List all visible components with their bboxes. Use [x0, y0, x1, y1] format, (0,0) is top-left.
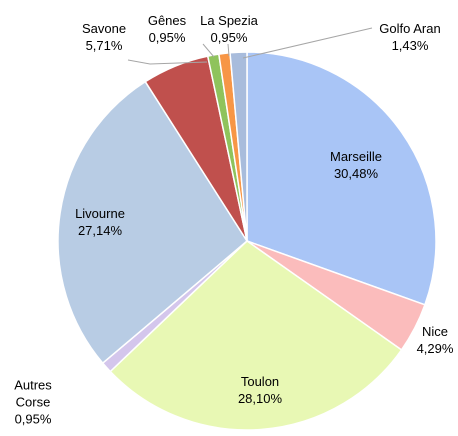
category-label: Livourne [75, 206, 125, 221]
value-label: 5,71% [85, 38, 123, 53]
value-label: 0,95% [148, 30, 186, 45]
leader-lines [127, 27, 373, 65]
category-label: Golfo Aran [379, 21, 441, 36]
slice-label: Golfo Aran 1,43% [379, 20, 440, 54]
category-label: Marseille [329, 149, 383, 164]
slice-label: Autres Corse 0,95% [8, 377, 58, 428]
value-label: 0,95% [14, 411, 52, 427]
value-label: 4,29% [416, 341, 454, 356]
slice-label: Gênes 0,95% [148, 12, 186, 46]
value-label: 30,48% [333, 166, 379, 181]
leader-line [127, 59, 208, 65]
leader-line [227, 43, 230, 57]
category-label: Gênes [147, 13, 187, 28]
pie-slice [57, 80, 248, 365]
category-label: Nice [421, 324, 448, 339]
slice-label: Marseille 30,48% [330, 148, 382, 182]
pie-slice [246, 51, 437, 306]
value-label: 27,14% [77, 223, 123, 238]
category-label: Autres Corse [14, 377, 52, 410]
value-label: 1,43% [391, 38, 429, 53]
category-label: La Spezia [200, 13, 258, 28]
slice-label: Toulon 28,10% [238, 373, 282, 407]
slice-label: Nice 4,29% [417, 323, 454, 357]
category-label: Toulon [240, 374, 280, 389]
value-label: 28,10% [237, 391, 283, 406]
value-label: 0,95% [210, 30, 248, 45]
category-label: Savone [81, 21, 127, 36]
pie-slice [229, 51, 248, 242]
pie-slice [109, 240, 403, 431]
leader-line [242, 27, 373, 59]
slice-label: Savone 5,71% [82, 20, 126, 54]
leader-line [202, 43, 215, 58]
slice-label: La Spezia 0,95% [200, 12, 258, 46]
slice-label: Livourne 27,14% [75, 205, 125, 239]
